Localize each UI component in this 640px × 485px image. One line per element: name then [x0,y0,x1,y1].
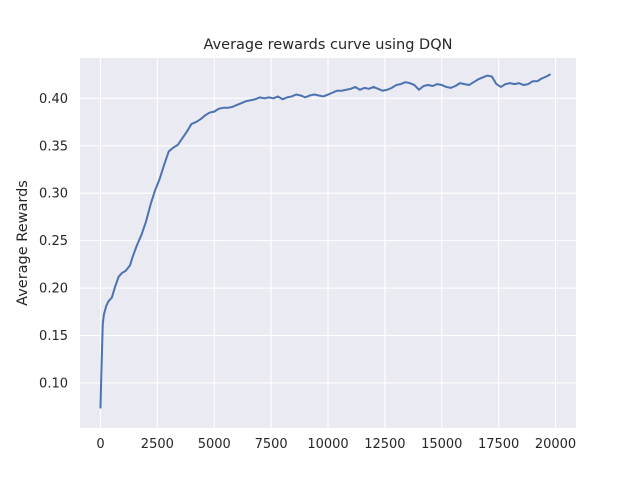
y-tick-label: 0.30 [39,187,68,202]
x-tick-label: 0 [96,437,104,452]
x-axis: 0 2500 5000 7500 10000 12500 15000 17500 20000 [96,437,576,452]
series-line [99,73,551,409]
x-tick-label: 7500 [255,437,288,452]
x-tick-label: 10000 [307,437,348,452]
series-group [99,73,551,409]
x-tick-label: 15000 [421,437,462,452]
y-axis-label: Average Rewards [15,180,31,306]
x-tick-label: 5000 [198,437,231,452]
x-tick-label: 12500 [364,437,405,452]
y-tick-label: 0.40 [39,92,68,107]
chart-title: Average rewards curve using DQN [204,37,453,53]
y-tick-label: 0.25 [39,234,68,249]
y-tick-label: 0.35 [39,139,68,154]
y-tick-label: 0.20 [39,282,68,297]
x-tick-label: 17500 [478,437,519,452]
x-tick-label: 20000 [535,437,576,452]
x-tick-label: 2500 [141,437,174,452]
y-tick-label: 0.10 [39,376,68,391]
y-tick-label: 0.15 [39,329,68,344]
grid [80,58,576,428]
y-axis: 0.10 0.15 0.20 0.25 0.30 0.35 0.40 [39,92,68,392]
